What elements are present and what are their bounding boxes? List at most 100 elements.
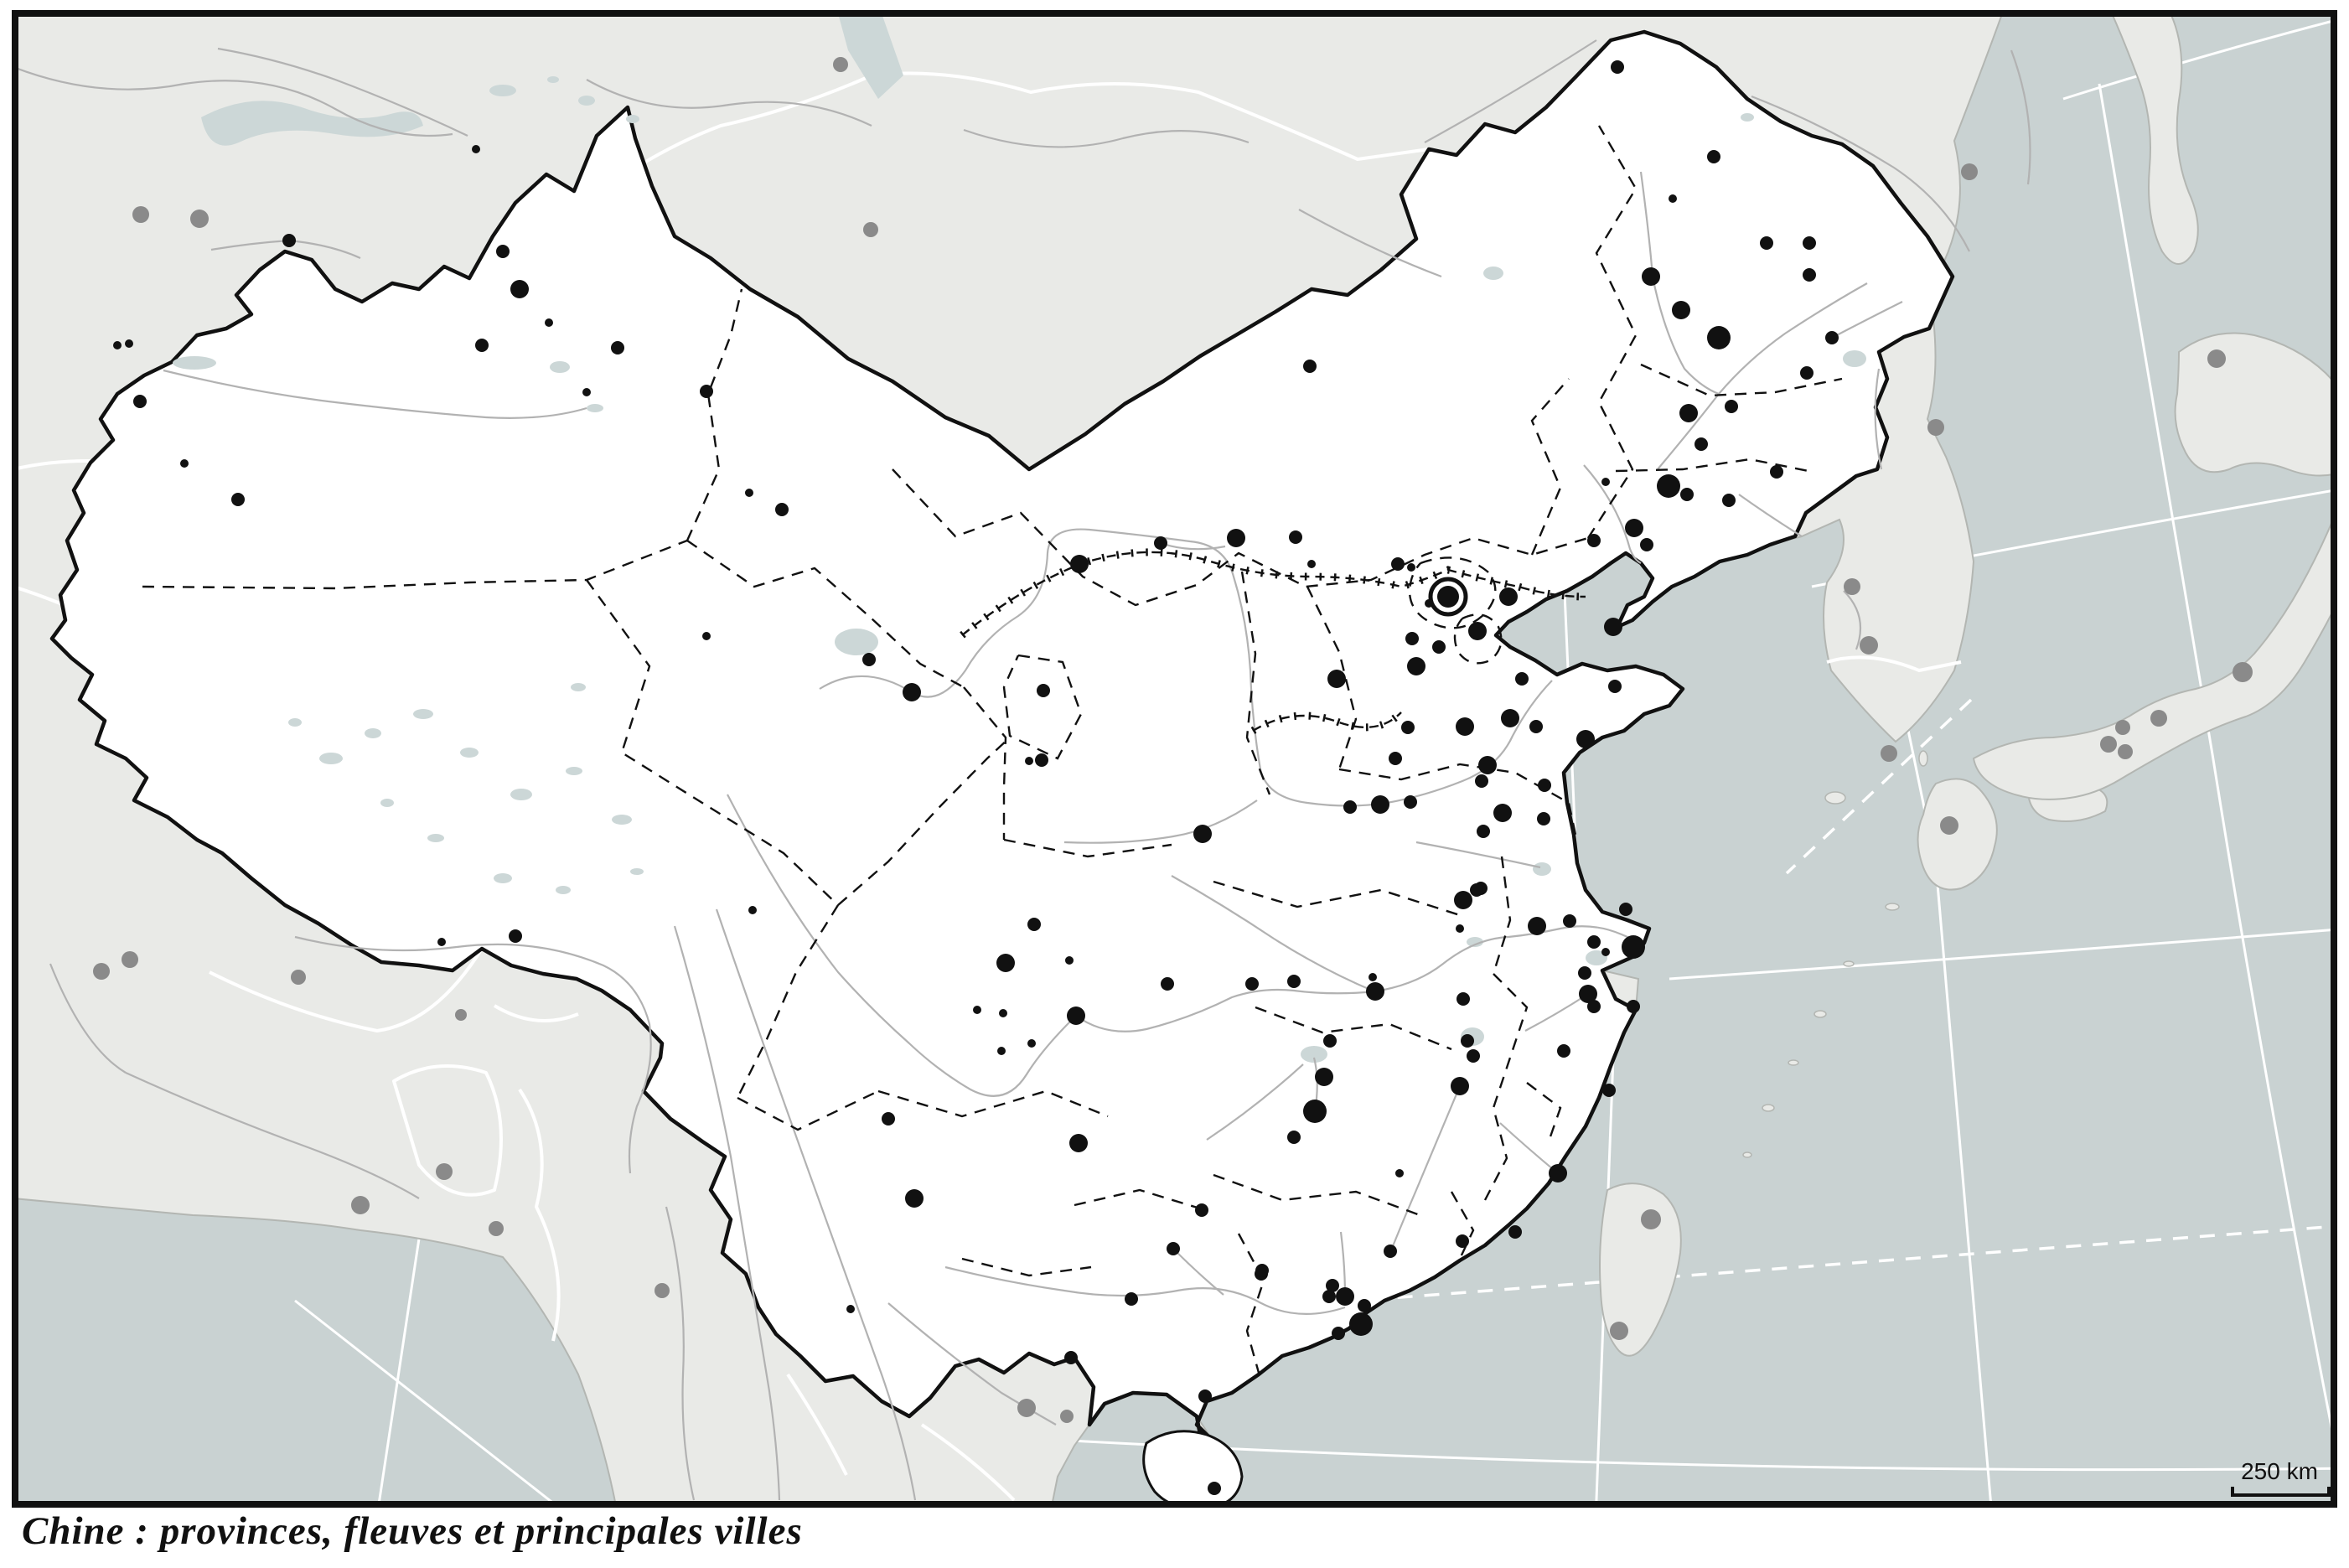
city-dot bbox=[1064, 1351, 1078, 1364]
city-dot bbox=[1358, 1299, 1371, 1312]
city-dot bbox=[582, 388, 591, 396]
city-dot bbox=[1287, 975, 1301, 988]
city-dot bbox=[1800, 366, 1813, 380]
river bbox=[125, 1071, 420, 1199]
province-boundary bbox=[1213, 1173, 1425, 1219]
city-dot bbox=[1537, 812, 1550, 825]
province-boundary bbox=[1237, 1233, 1265, 1374]
foreign-country-border bbox=[209, 947, 484, 1032]
city-dot bbox=[1322, 1290, 1336, 1303]
city-dot bbox=[1538, 779, 1551, 792]
city-dot bbox=[1303, 1100, 1327, 1123]
city-dot bbox=[1384, 1245, 1397, 1258]
lake bbox=[547, 76, 559, 83]
city-dot bbox=[1611, 60, 1624, 74]
river bbox=[727, 794, 1645, 1097]
foreign-country-border bbox=[392, 1064, 503, 1197]
foreign-city-dot bbox=[1860, 636, 1878, 655]
city-dot bbox=[905, 1189, 924, 1208]
city-dot bbox=[1825, 331, 1839, 344]
lake bbox=[612, 815, 632, 825]
lake bbox=[630, 868, 644, 875]
foreign-island bbox=[1917, 778, 1998, 891]
map-caption: Chine : provinces, fleuves et principale… bbox=[22, 1509, 803, 1553]
foreign-city-dot bbox=[132, 206, 149, 223]
city-dot bbox=[1027, 1039, 1036, 1048]
lake bbox=[1301, 1046, 1327, 1063]
city-dot bbox=[1456, 992, 1470, 1006]
city-dot bbox=[1343, 800, 1357, 814]
city-dot bbox=[1349, 1312, 1373, 1336]
city-dot bbox=[1407, 657, 1425, 675]
province-boundary bbox=[1615, 458, 1809, 473]
city-dot bbox=[1587, 1000, 1601, 1013]
lake bbox=[1586, 950, 1607, 965]
city-dot bbox=[700, 385, 713, 398]
islet bbox=[1843, 960, 1855, 967]
province-boundary bbox=[963, 686, 1007, 840]
province-boundary bbox=[1450, 1191, 1475, 1260]
lake bbox=[510, 789, 532, 800]
lake bbox=[365, 728, 381, 738]
city-dot bbox=[1404, 795, 1417, 809]
city-dot bbox=[1680, 488, 1694, 501]
city-dot bbox=[1432, 640, 1446, 654]
lake bbox=[587, 404, 603, 412]
province-boundary bbox=[1530, 378, 1570, 556]
city-dot bbox=[1679, 404, 1698, 422]
city-dot bbox=[846, 1305, 855, 1313]
river bbox=[1424, 39, 1597, 143]
foreign-island bbox=[1599, 1182, 1682, 1357]
city-dot bbox=[1601, 948, 1610, 956]
city-dot bbox=[1669, 194, 1677, 203]
city-dot bbox=[113, 341, 122, 349]
city-dot bbox=[1456, 717, 1474, 736]
city-dot bbox=[1608, 680, 1622, 693]
city-dot bbox=[1245, 977, 1259, 991]
province-boundary bbox=[686, 540, 965, 689]
lake bbox=[201, 101, 423, 146]
city-dot bbox=[1579, 985, 1597, 1003]
city-dot bbox=[1371, 795, 1389, 814]
province-boundary bbox=[1640, 363, 1843, 397]
lake bbox=[413, 709, 433, 719]
city-dot bbox=[1627, 1000, 1640, 1013]
city-dot bbox=[1366, 982, 1384, 1001]
city-dot bbox=[1454, 891, 1472, 909]
city-dot bbox=[1657, 474, 1680, 498]
city-dot bbox=[1037, 684, 1050, 697]
capital-ring bbox=[1428, 577, 1468, 617]
city-dot bbox=[1336, 1287, 1354, 1306]
city-dot bbox=[1587, 935, 1601, 949]
foreign-city-dot bbox=[1940, 816, 1958, 835]
foreign-city-dot bbox=[2100, 736, 2117, 753]
city-dot bbox=[1642, 267, 1660, 286]
islet bbox=[1813, 1010, 1827, 1018]
river bbox=[1171, 875, 1375, 993]
river bbox=[1206, 1063, 1304, 1141]
city-dot bbox=[1070, 555, 1089, 573]
lake bbox=[1533, 862, 1551, 876]
city-dot bbox=[775, 503, 789, 516]
city-dot bbox=[1622, 935, 1645, 959]
foreign-city-dot bbox=[2115, 720, 2130, 735]
foreign-country-border bbox=[518, 1088, 561, 1342]
islet bbox=[1742, 1151, 1752, 1158]
city-dot bbox=[1563, 914, 1576, 928]
city-dot bbox=[1549, 1164, 1567, 1182]
foreign-city-dot bbox=[2207, 349, 2226, 368]
city-dot bbox=[1602, 1084, 1616, 1097]
city-dot bbox=[748, 906, 757, 914]
river bbox=[665, 1206, 696, 1501]
city-dot bbox=[1493, 804, 1512, 822]
province-boundary bbox=[1483, 973, 1529, 1201]
foreign-city-dot bbox=[2118, 744, 2133, 759]
city-dot bbox=[1515, 672, 1529, 686]
scale-bar-label: 250 km bbox=[2241, 1458, 2318, 1484]
lake bbox=[1467, 937, 1483, 947]
lake bbox=[489, 85, 516, 96]
city-dot bbox=[231, 493, 245, 506]
city-dot bbox=[1501, 709, 1519, 727]
city-dot bbox=[1578, 966, 1591, 980]
lake bbox=[550, 361, 570, 373]
